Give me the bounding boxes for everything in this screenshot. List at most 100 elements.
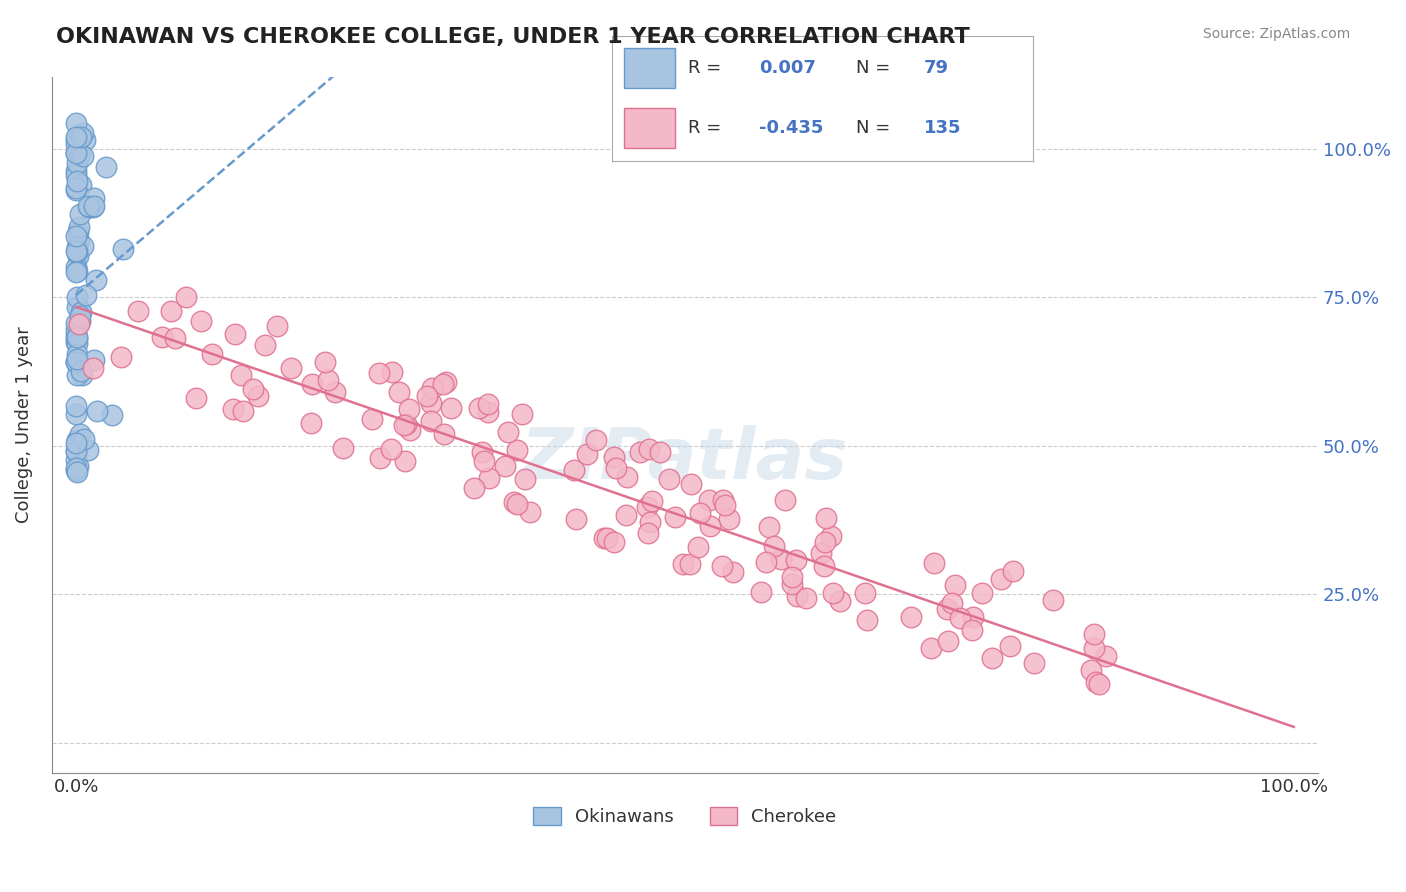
- Point: [506, 443, 529, 458]
- Point: [246, 389, 269, 403]
- Point: [84, 273, 107, 287]
- Point: [65, 133, 87, 147]
- Point: [1042, 593, 1064, 607]
- Point: [73, 133, 96, 147]
- Point: [513, 472, 536, 486]
- Point: [671, 557, 693, 571]
- Point: [605, 460, 627, 475]
- Point: [66, 244, 89, 259]
- Text: ZIPatlas: ZIPatlas: [522, 425, 849, 494]
- Point: [83, 199, 105, 213]
- Point: [69, 206, 91, 220]
- Point: [398, 402, 420, 417]
- Point: [681, 477, 703, 491]
- Point: [66, 433, 89, 447]
- Point: [562, 463, 585, 477]
- Point: [755, 555, 778, 569]
- Point: [439, 401, 461, 415]
- Point: [603, 450, 626, 464]
- Point: [780, 570, 803, 584]
- Text: OKINAWAN VS CHEROKEE COLLEGE, UNDER 1 YEAR CORRELATION CHART: OKINAWAN VS CHEROKEE COLLEGE, UNDER 1 YE…: [56, 27, 970, 46]
- Point: [496, 425, 519, 439]
- Point: [69, 309, 91, 323]
- Point: [242, 382, 264, 396]
- Point: [394, 453, 416, 467]
- Point: [637, 442, 659, 456]
- Point: [763, 539, 786, 553]
- Point: [637, 526, 659, 541]
- Point: [72, 149, 94, 163]
- Point: [636, 500, 658, 514]
- Point: [67, 220, 90, 235]
- Point: [810, 546, 832, 560]
- Point: [1085, 674, 1108, 689]
- Point: [70, 364, 93, 378]
- Point: [70, 368, 93, 382]
- Point: [332, 441, 354, 455]
- Point: [368, 451, 391, 466]
- Point: [75, 288, 97, 302]
- Point: [477, 397, 499, 411]
- Point: [65, 260, 87, 274]
- Point: [900, 610, 922, 624]
- Point: [434, 375, 457, 389]
- Point: [69, 426, 91, 441]
- Point: [160, 303, 183, 318]
- Text: -0.435: -0.435: [759, 120, 824, 137]
- Point: [361, 411, 384, 425]
- Point: [66, 347, 89, 361]
- Point: [782, 576, 804, 591]
- Point: [664, 509, 686, 524]
- Point: [66, 289, 89, 303]
- Point: [65, 335, 87, 350]
- Point: [813, 558, 835, 573]
- Point: [749, 585, 772, 599]
- Point: [686, 540, 709, 554]
- Point: [689, 506, 711, 520]
- Point: [472, 454, 495, 468]
- Point: [420, 396, 443, 410]
- Point: [69, 305, 91, 319]
- Point: [711, 492, 734, 507]
- Point: [65, 244, 87, 258]
- Point: [650, 445, 672, 459]
- Point: [1088, 676, 1111, 690]
- Point: [69, 147, 91, 161]
- Point: [941, 596, 963, 610]
- Point: [603, 535, 626, 549]
- Point: [758, 519, 780, 533]
- Point: [972, 586, 994, 600]
- Point: [66, 264, 89, 278]
- Point: [73, 432, 96, 446]
- Point: [65, 453, 87, 467]
- Point: [420, 380, 443, 394]
- Point: [253, 338, 276, 352]
- Point: [110, 350, 132, 364]
- Point: [503, 494, 526, 508]
- Point: [565, 512, 588, 526]
- Point: [66, 435, 89, 450]
- Point: [66, 459, 89, 474]
- Point: [638, 515, 661, 529]
- Point: [65, 229, 87, 244]
- Point: [66, 336, 89, 351]
- Point: [65, 330, 87, 344]
- Point: [184, 391, 207, 405]
- Point: [433, 427, 456, 442]
- Point: [83, 353, 105, 368]
- Point: [392, 418, 415, 433]
- FancyBboxPatch shape: [624, 48, 675, 88]
- Text: 135: 135: [924, 120, 962, 137]
- Text: N =: N =: [856, 59, 896, 77]
- Point: [67, 225, 90, 239]
- Point: [190, 314, 212, 328]
- Point: [229, 368, 252, 383]
- Point: [962, 623, 984, 637]
- Point: [821, 586, 844, 600]
- Point: [1080, 663, 1102, 677]
- Point: [69, 314, 91, 328]
- Point: [86, 404, 108, 418]
- Point: [66, 243, 89, 257]
- Point: [65, 407, 87, 421]
- Point: [1083, 641, 1105, 656]
